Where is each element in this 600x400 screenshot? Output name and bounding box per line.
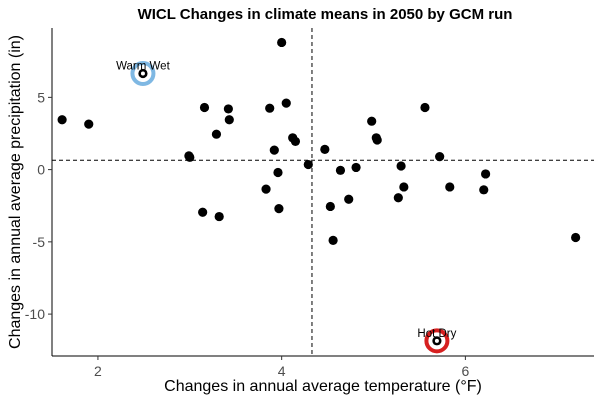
data-point <box>281 98 291 108</box>
data-point <box>396 161 406 171</box>
highlight-ring <box>130 61 156 87</box>
x-tick-label: 4 <box>278 363 286 379</box>
data-point <box>261 184 271 194</box>
highlight-points: Warm Wet Hot Dry <box>116 61 457 354</box>
y-tick-label: -5 <box>33 234 46 250</box>
data-point <box>445 182 455 192</box>
data-point <box>290 136 301 147</box>
data-point <box>57 115 67 125</box>
data-point <box>420 102 430 113</box>
data-point <box>344 194 354 204</box>
data-point <box>224 115 234 125</box>
highlight-point-center <box>140 71 145 76</box>
y-tick-label: 5 <box>37 89 45 105</box>
data-point <box>211 129 222 139</box>
data-point <box>393 193 403 203</box>
data-point <box>223 104 233 114</box>
data-point <box>265 103 275 113</box>
highlight-ring <box>424 328 450 354</box>
data-point <box>335 165 346 175</box>
data-point <box>328 235 338 246</box>
data-point <box>399 182 409 192</box>
data-point <box>325 201 335 212</box>
data-point <box>198 207 208 217</box>
y-tick-label: -10 <box>25 306 45 322</box>
y-tick-label: 0 <box>37 162 45 178</box>
data-point <box>84 119 94 129</box>
chart-title: WICL Changes in climate means in 2050 by… <box>138 6 513 23</box>
data-point <box>351 162 361 173</box>
data-point <box>199 102 210 113</box>
data-point <box>372 135 382 145</box>
data-point <box>273 167 283 178</box>
x-tick-label: 6 <box>461 363 469 379</box>
x-axis-title: Changes in annual average temperature (°… <box>164 378 482 395</box>
x-axis-ticks: 2 4 6 <box>94 356 469 379</box>
data-point <box>481 169 491 179</box>
data-point <box>274 204 284 214</box>
data-point <box>479 185 489 195</box>
data-point <box>367 116 377 126</box>
data-point <box>303 159 313 170</box>
axes <box>51 28 594 357</box>
data-point <box>435 151 445 162</box>
highlight-point-center <box>434 338 439 343</box>
data-point <box>571 232 581 243</box>
data-point <box>185 152 195 162</box>
x-tick-label: 2 <box>94 363 102 379</box>
data-point <box>214 211 224 222</box>
highlight-label: Warm Wet <box>116 61 170 73</box>
reference-lines <box>52 28 594 356</box>
y-axis-ticks: -10 -5 0 5 <box>25 89 52 322</box>
data-point <box>320 144 330 154</box>
y-axis-title: Changes in annual average precipitation … <box>7 35 24 349</box>
highlight-label: Hot Dry <box>417 328 456 340</box>
data-points <box>57 37 581 246</box>
data-point <box>269 145 279 155</box>
data-point <box>277 37 287 48</box>
